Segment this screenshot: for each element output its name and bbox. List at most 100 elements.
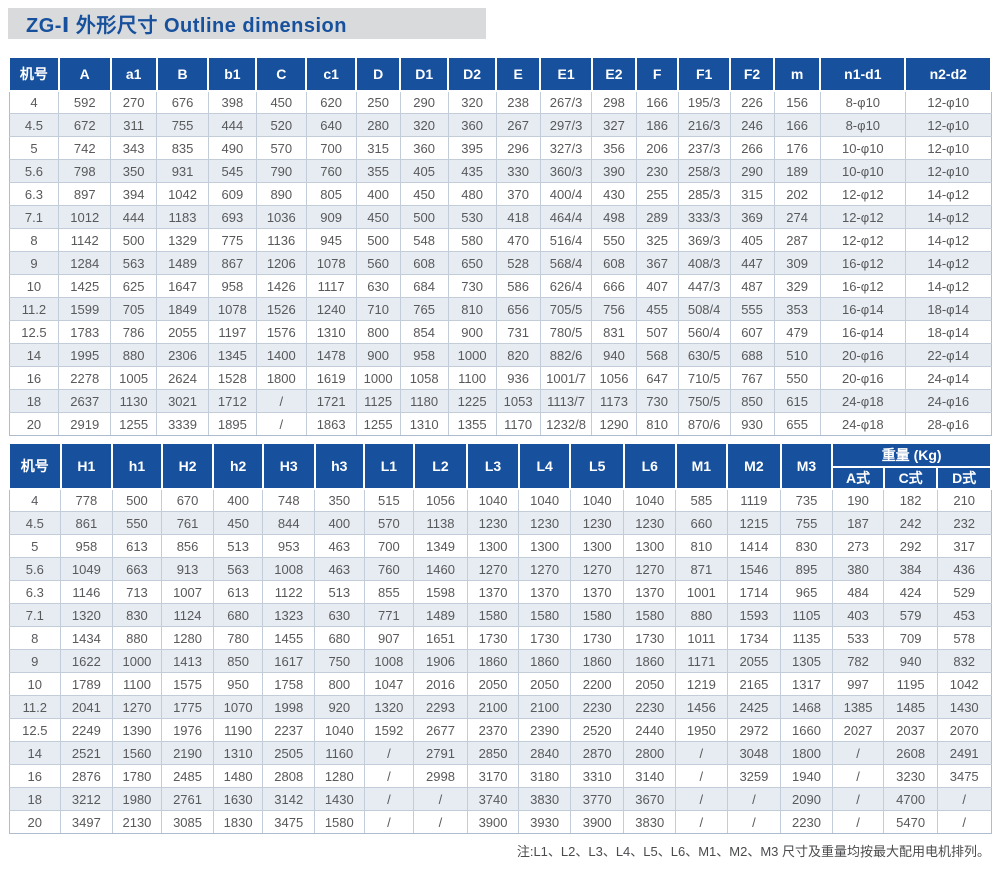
table2-value-cell: 1040	[314, 718, 365, 742]
table1-model-cell: 6.3	[8, 182, 60, 206]
table2-value-cell: 1215	[726, 511, 782, 535]
table2-value-cell: 1195	[883, 672, 938, 696]
table1-value-cell: 508/4	[677, 297, 731, 321]
table1-value-cell: 626/4	[539, 274, 593, 298]
table1-value-cell: 568	[635, 343, 679, 367]
table2-value-cell: /	[363, 810, 415, 834]
table2-value-cell: 1630	[212, 787, 264, 811]
table1-value-cell: 500	[399, 205, 449, 229]
table2-value-cell: 1042	[936, 672, 992, 696]
table2-value-cell: 3900	[466, 810, 520, 834]
table2-value-cell: /	[413, 810, 468, 834]
table2-value-cell: 1300	[569, 534, 625, 558]
table2-value-cell: 2016	[413, 672, 468, 696]
table1-value-cell: 1576	[255, 320, 307, 344]
table1-model-cell: 8	[8, 228, 60, 252]
table1-value-cell: 548	[399, 228, 449, 252]
table2-value-cell: 1190	[212, 718, 264, 742]
table1-value-cell: 810	[447, 297, 497, 321]
table2-value-cell: 3085	[161, 810, 214, 834]
table2-value-cell: 1230	[569, 511, 625, 535]
table2-value-cell: 1730	[569, 626, 625, 650]
table1-value-cell: 398	[207, 90, 257, 114]
table1-value-cell: 800	[355, 320, 401, 344]
table2-value-cell: 380	[831, 557, 885, 581]
table1-value-cell: 202	[773, 182, 821, 206]
table1-value-cell: 609	[207, 182, 257, 206]
table2-value-cell: 761	[161, 511, 214, 535]
table1-value-cell: 630/5	[677, 343, 731, 367]
table1-column-header-18: n2-d2	[904, 58, 992, 92]
table1-row-5.6: 5.6 798 350 931 545 790 760 355 405 435 330 360/3 39…	[8, 159, 992, 183]
table2-value-cell: 1734	[726, 626, 782, 650]
table2-value-cell: 400	[314, 511, 365, 535]
table1-value-cell: 360/3	[539, 159, 593, 183]
table1-value-cell: 1053	[495, 389, 541, 413]
table2-row-4.5: 4.5 861 550 761 450 844 400 570 1138 1230 1230 1230…	[8, 511, 992, 535]
table1-value-cell: 568/4	[539, 251, 593, 275]
table1-value-cell: 831	[591, 320, 637, 344]
table1-value-cell: 267/3	[539, 90, 593, 114]
table1-model-cell: 12.5	[8, 320, 60, 344]
table2-value-cell: 940	[883, 649, 938, 673]
table1-value-cell: 850	[729, 389, 775, 413]
table2-value-cell: 1230	[518, 511, 571, 535]
table2-value-cell: 1070	[212, 695, 264, 719]
table1-value-cell: 1078	[305, 251, 357, 275]
table1-value-cell: 1078	[207, 297, 257, 321]
table1-value-cell: 285/3	[677, 182, 731, 206]
table1-value-cell: 1478	[305, 343, 357, 367]
table2-value-cell: /	[675, 741, 728, 765]
table1-value-cell: 500	[355, 228, 401, 252]
table1-value-cell: 418	[495, 205, 541, 229]
table2-value-cell: 350	[314, 488, 365, 512]
table2-value-cell: /	[726, 810, 782, 834]
table2-value-cell: 463	[314, 557, 365, 581]
table1-model-cell: 5	[8, 136, 60, 160]
table2-value-cell: /	[413, 787, 468, 811]
table2-value-cell: 2041	[60, 695, 113, 719]
table2-value-cell: 1592	[363, 718, 415, 742]
table2-value-cell: 3670	[623, 787, 677, 811]
table2-value-cell: 1008	[262, 557, 315, 581]
table1-value-cell: 487	[729, 274, 775, 298]
table1-value-cell: 10-φ10	[819, 159, 906, 183]
table1-value-cell: 1528	[207, 366, 257, 390]
table1-value-cell: 1647	[156, 274, 209, 298]
table2-value-cell: 1300	[466, 534, 520, 558]
table2-value-cell: /	[675, 810, 728, 834]
table2-value-cell: 1775	[161, 695, 214, 719]
table1-value-cell: 1783	[58, 320, 112, 344]
table2-value-cell: 242	[883, 511, 938, 535]
table1-value-cell: 608	[399, 251, 449, 275]
table2-value-cell: 232	[936, 511, 992, 535]
table2-value-cell: 484	[831, 580, 885, 604]
table2-header-row-1: 机号 H1 h1 H2 h2 H3 h3 L1 L2 L3 L4 L5 L6 M1 M2 M3 重量 (Kg)	[8, 444, 992, 490]
table2-value-cell: 1219	[675, 672, 728, 696]
table1-value-cell: 1284	[58, 251, 112, 275]
table1-value-cell: 18-φ14	[904, 297, 992, 321]
table1-value-cell: 835	[156, 136, 209, 160]
table1-value-cell: 1400	[255, 343, 307, 367]
table2-value-cell: 680	[212, 603, 264, 627]
table1-value-cell: 1255	[355, 412, 401, 436]
table1-value-cell: 1058	[399, 366, 449, 390]
table2-value-cell: 450	[212, 511, 264, 535]
table1-value-cell: 400/4	[539, 182, 593, 206]
table2-value-cell: 513	[314, 580, 365, 604]
table2-column-header-11: L5	[569, 444, 625, 490]
table2-value-cell: 3230	[883, 764, 938, 788]
table1-value-cell: 1000	[355, 366, 401, 390]
table1-value-cell: 705/5	[539, 297, 593, 321]
table2-row-7.1: 7.1 1320 830 1124 680 1323 630 771 1489 1580 1580 1…	[8, 603, 992, 627]
table2-value-cell: 1940	[780, 764, 833, 788]
table2-model-cell: 10	[8, 672, 62, 696]
table2-value-cell: 2190	[161, 741, 214, 765]
table2-value-cell: 630	[314, 603, 365, 627]
table2-value-cell: 880	[111, 626, 163, 650]
table1-value-cell: 270	[110, 90, 158, 114]
table2-model-cell: 9	[8, 649, 62, 673]
table2-value-cell: 1480	[212, 764, 264, 788]
table2-value-cell: 1430	[936, 695, 992, 719]
table1-value-cell: 325	[635, 228, 679, 252]
